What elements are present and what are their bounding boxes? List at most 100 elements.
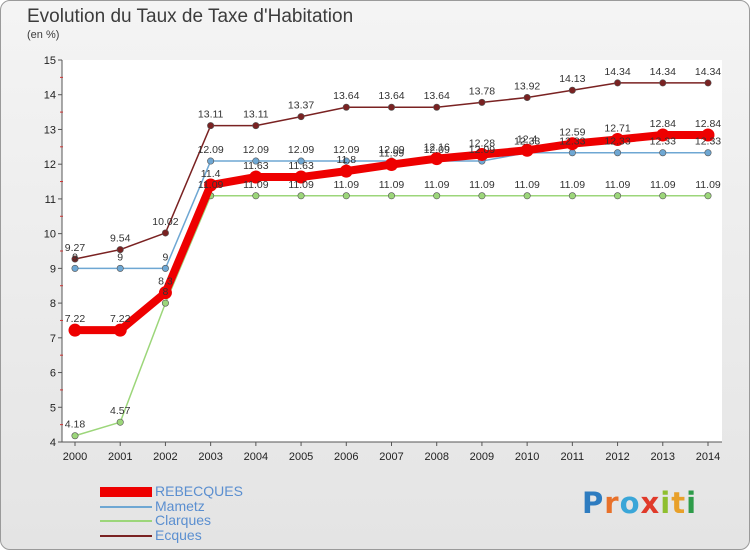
data-label: 12.09 [378, 144, 404, 156]
data-point [659, 79, 667, 87]
x-tick-label: 2004 [244, 451, 268, 463]
x-tick-label: 2002 [153, 451, 177, 463]
data-label: 11.09 [288, 179, 314, 191]
data-point [611, 133, 625, 147]
data-point [252, 192, 260, 200]
data-label: 9 [72, 251, 78, 263]
data-label: 12.33 [604, 136, 630, 148]
data-point [297, 157, 305, 165]
data-label: 12.4 [517, 133, 538, 145]
plot-area [62, 60, 722, 442]
data-point [297, 192, 305, 200]
data-label: 11.09 [650, 179, 676, 191]
data-label: 12.09 [424, 144, 450, 156]
x-tick-label: 2013 [651, 451, 675, 463]
data-label: 13.92 [514, 81, 540, 93]
data-label: 12.16 [424, 142, 450, 154]
data-label: 12.33 [514, 136, 540, 148]
data-label: 11.09 [469, 179, 495, 191]
data-point [523, 94, 531, 102]
data-label: 10.02 [152, 216, 178, 228]
data-label: 13.64 [378, 90, 404, 102]
y-tick-label: 13 [44, 124, 56, 136]
legend-label: Mametz [155, 497, 205, 514]
data-label: 11.09 [514, 179, 540, 191]
x-tick-label: 2014 [696, 451, 720, 463]
data-point [204, 178, 218, 192]
data-label: 11.8 [336, 154, 356, 166]
data-label: 12.09 [333, 144, 359, 156]
logo-letter: o [619, 486, 641, 520]
data-label: 12.59 [559, 127, 585, 139]
data-point [342, 157, 350, 165]
data-label: 13.78 [469, 85, 495, 97]
data-point [659, 149, 667, 157]
data-label: 12.09 [469, 144, 495, 156]
data-label: 13.11 [198, 109, 224, 121]
data-point [116, 264, 124, 272]
legend-label: Ecques [155, 526, 202, 543]
data-point [478, 98, 486, 106]
data-point [385, 158, 398, 172]
data-label: 12.33 [650, 136, 676, 148]
data-label: 12.33 [695, 136, 721, 148]
data-label: 14.34 [604, 66, 630, 78]
data-label: 11.09 [605, 179, 631, 191]
data-label: 4.57 [110, 405, 131, 417]
legend-swatch [100, 534, 152, 537]
data-label: 8.3 [158, 276, 173, 288]
data-point [475, 147, 489, 161]
data-point [252, 122, 260, 130]
data-point [71, 264, 79, 272]
data-point [113, 323, 127, 337]
data-label: 12.71 [604, 123, 630, 135]
data-label: 12.33 [559, 136, 585, 148]
data-point [207, 157, 215, 165]
data-point [430, 152, 444, 166]
y-tick-label: 12 [44, 159, 56, 171]
chart-title: Evolution du Taux de Taxe d'Habitation [27, 6, 354, 27]
data-label: 4.18 [65, 419, 86, 431]
data-point [704, 149, 712, 157]
logo-letter: x [640, 486, 661, 520]
data-point [249, 170, 263, 184]
data-point [339, 164, 353, 178]
data-point [342, 103, 350, 111]
data-label: 11.09 [243, 179, 269, 191]
data-point [342, 192, 350, 200]
chart-unit-label: (en %) [27, 29, 60, 41]
data-label: 7.22 [65, 313, 86, 325]
data-label: 11.63 [243, 160, 269, 172]
data-label: 14.34 [695, 66, 721, 78]
data-point [433, 103, 441, 111]
data-label: 7.22 [110, 313, 131, 325]
data-point [252, 157, 260, 165]
data-label: 12.28 [469, 137, 495, 149]
data-label: 12.09 [243, 144, 269, 156]
logo-letter: t [671, 486, 687, 520]
data-label: 13.11 [243, 109, 269, 121]
data-label: 11.99 [379, 148, 405, 160]
data-label: 11.09 [334, 179, 360, 191]
logo-letter: P [582, 486, 605, 520]
y-tick-label: 6 [50, 368, 56, 380]
data-point [704, 79, 712, 87]
proxiti-logo: Proxiti [582, 486, 697, 520]
data-point [656, 128, 670, 142]
legend-swatch [100, 505, 152, 508]
data-label: 14.34 [650, 66, 676, 78]
x-tick-label: 2012 [605, 451, 629, 463]
data-point [71, 255, 79, 263]
y-tick-label: 4 [50, 437, 56, 449]
data-point [478, 192, 486, 200]
data-point [297, 113, 305, 121]
data-label: 12.09 [198, 144, 224, 156]
data-label: 11.63 [288, 160, 314, 172]
data-label: 9.54 [110, 233, 131, 245]
x-tick-label: 2005 [289, 451, 313, 463]
data-point [161, 264, 169, 272]
data-label: 12.84 [650, 118, 676, 130]
y-tick-label: 9 [50, 263, 56, 275]
data-point [68, 323, 82, 337]
